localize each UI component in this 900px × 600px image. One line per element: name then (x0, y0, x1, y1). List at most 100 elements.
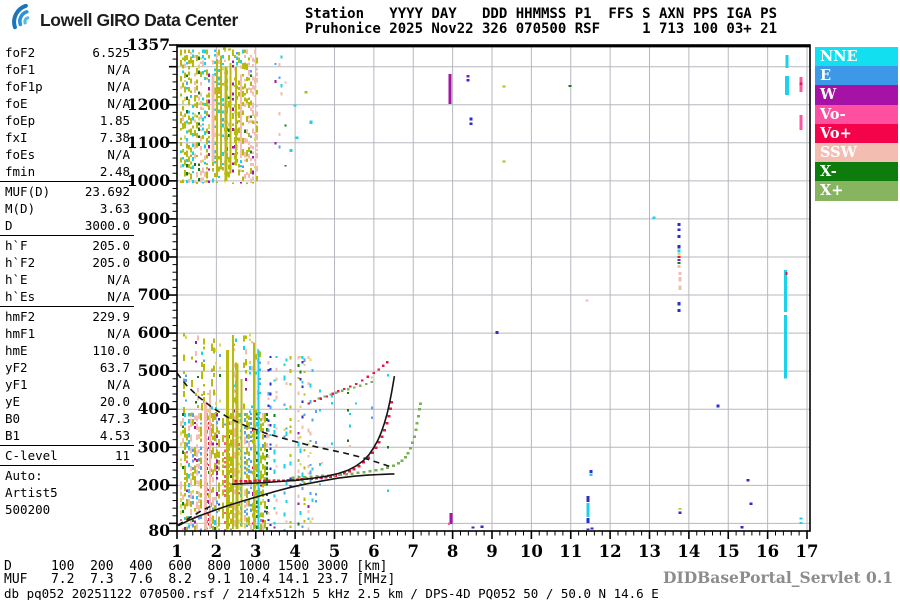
param-value: 3000.0 (84, 218, 130, 233)
svg-text:11: 11 (559, 542, 582, 561)
svg-text:16: 16 (756, 542, 779, 561)
direction-legend: NNE E W Vo- Vo+ SSW X- X+ (815, 47, 898, 201)
param-value: N/A (107, 62, 130, 77)
svg-text:7: 7 (408, 542, 419, 561)
param-value: N/A (107, 96, 130, 111)
param-label: yF2 (5, 360, 28, 375)
param-value: 63.7 (99, 360, 130, 375)
param-label: foF2 (5, 45, 36, 60)
station-header-line2: Pruhonice 2025 Nov22 326 070500 RSF 1 71… (305, 21, 778, 37)
param-label: Auto: (5, 468, 43, 483)
param-value: N/A (107, 272, 130, 287)
svg-text:12: 12 (599, 542, 622, 561)
legend-item-e: E (815, 66, 898, 86)
svg-text:700: 700 (138, 285, 171, 304)
param-label: h`F (5, 238, 28, 253)
param-label: foEs (5, 147, 36, 162)
svg-text:1: 1 (171, 542, 182, 561)
param-row-md: M(D) 3.63 (0, 200, 134, 217)
param-label: 500200 (5, 502, 51, 517)
param-row-foe: foE N/A (0, 95, 134, 112)
legend-item-vo: Vo+ (815, 123, 898, 143)
param-row-fxi: fxI 7.38 (0, 129, 134, 146)
param-value: N/A (107, 79, 130, 94)
param-label: fxI (5, 130, 28, 145)
param-row-ye: yE 20.0 (0, 393, 134, 410)
station-header: Station YYYY DAY DDD HHMMSS P1 FFS S AXN… (305, 7, 777, 37)
param-label: hmE (5, 343, 28, 358)
svg-text:3: 3 (250, 542, 261, 561)
param-row-b1: B1 4.53 (0, 427, 134, 444)
param-label: M(D) (5, 201, 36, 216)
param-row-fof1p: foF1p N/A (0, 78, 134, 95)
param-row-hmf1: hmF1 N/A (0, 325, 134, 342)
status-line: db pq052 20251122 070500.rsf / 214fx512h… (4, 586, 659, 600)
giro-wave-icon (6, 3, 36, 36)
svg-text:1000: 1000 (127, 171, 170, 190)
svg-text:500: 500 (138, 361, 171, 380)
param-value: 205.0 (92, 238, 130, 253)
legend-item-vo: Vo- (815, 104, 898, 124)
legend-item-x: X+ (815, 181, 898, 201)
param-label: yE (5, 394, 21, 409)
legend-item-nne: NNE (815, 47, 898, 67)
param-row-artist5: Artist5 (0, 484, 134, 501)
giro-logo[interactable]: Lowell GIRO Data Center (6, 3, 238, 36)
param-label: D (5, 218, 13, 233)
param-label: h`Es (5, 289, 36, 304)
param-value: 2.48 (99, 164, 130, 179)
param-row-fmin: fmin 2.48 (0, 163, 134, 180)
param-row-foep: foEp 1.85 (0, 112, 134, 129)
param-value: 229.9 (92, 309, 130, 324)
param-row-b0: B0 47.3 (0, 410, 134, 427)
param-value: 11 (114, 448, 130, 463)
station-header-line1: Station YYYY DAY DDD HHMMSS P1 FFS S AXN… (305, 6, 778, 22)
param-group-3: hmF2 229.9 hmF1 N/A hmE 110.0 yF2 63.7 yF1 N/A yE 2… (0, 308, 134, 446)
param-label: foE (5, 96, 28, 111)
svg-text:5: 5 (329, 542, 340, 561)
param-label: hmF1 (5, 326, 36, 341)
param-row-hme: hmE 110.0 (0, 342, 134, 359)
param-group-0: foF2 6.525 foF1 N/A foF1p N/A foE N/A foEp 1.85 fx… (0, 44, 134, 182)
param-value: 3.63 (99, 201, 130, 216)
parameter-panel: foF2 6.525 foF1 N/A foF1p N/A foE N/A foEp 1.85 fx… (0, 44, 134, 518)
param-row-mufd: MUF(D) 23.692 (0, 183, 134, 200)
param-value: 1.85 (99, 113, 130, 128)
svg-text:1200: 1200 (127, 95, 170, 114)
param-row-fof1: foF1 N/A (0, 61, 134, 78)
param-row-hmf2: hmF2 229.9 (0, 308, 134, 325)
svg-text:800: 800 (138, 247, 171, 266)
param-row-foes: foEs N/A (0, 146, 134, 163)
svg-text:8: 8 (447, 542, 458, 561)
svg-text:300: 300 (138, 437, 171, 456)
param-group-4: C-level 11 (0, 447, 134, 466)
param-row-d: D 3000.0 (0, 217, 134, 234)
param-label: B0 (5, 411, 21, 426)
param-label: fmin (5, 164, 36, 179)
param-value: 205.0 (92, 255, 130, 270)
param-value: N/A (107, 377, 130, 392)
param-row-yf1: yF1 N/A (0, 376, 134, 393)
param-value: N/A (107, 147, 130, 162)
param-label: foF1 (5, 62, 36, 77)
param-label: h`F2 (5, 255, 36, 270)
param-value: N/A (107, 326, 130, 341)
param-label: MUF(D) (5, 184, 51, 199)
logo-text: Lowell GIRO Data Center (40, 9, 238, 30)
param-row-fof2: foF2 6.525 (0, 44, 134, 61)
svg-text:15: 15 (717, 542, 740, 561)
param-label: yF1 (5, 377, 28, 392)
param-label: C-level (5, 448, 58, 463)
param-value: 47.3 (99, 411, 130, 426)
param-row-hes: h`Es N/A (0, 288, 134, 305)
svg-text:600: 600 (138, 323, 171, 342)
legend-item-ssw: SSW (815, 142, 898, 163)
servlet-version: DIDBasePortal_Servlet 0.1 (663, 568, 893, 587)
param-value: 20.0 (99, 394, 130, 409)
param-label: B1 (5, 428, 21, 443)
param-group-5: Auto: Artist5 500200 (0, 467, 134, 518)
svg-text:400: 400 (138, 399, 171, 418)
param-label: h`E (5, 272, 28, 287)
param-value: 4.53 (99, 428, 130, 443)
